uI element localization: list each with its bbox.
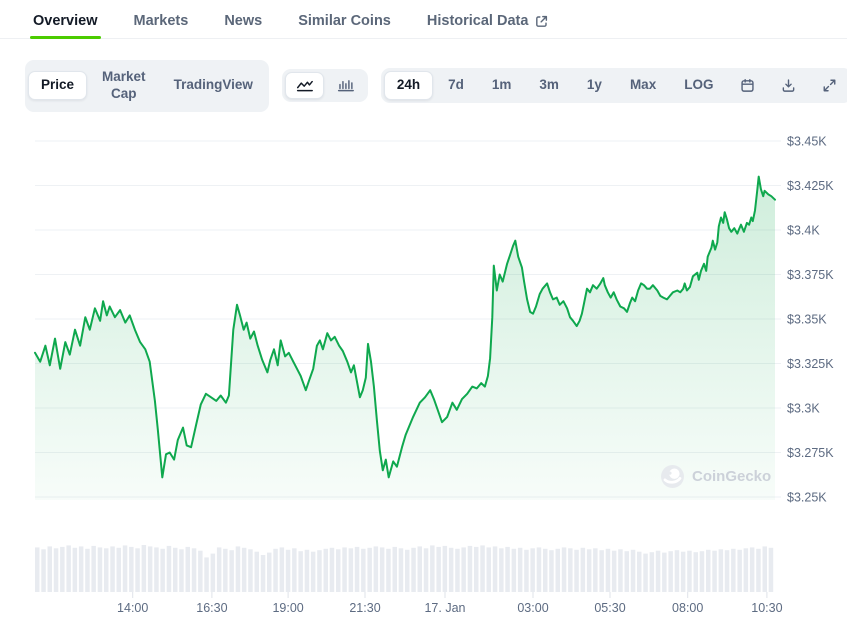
range-expand[interactable]: [810, 72, 847, 99]
tab-bar: Overview Markets News Similar Coins Historic…: [0, 0, 847, 39]
range-label: 24h: [396, 77, 421, 93]
metric-label: TradingView: [173, 77, 253, 93]
range-label: LOG: [684, 77, 714, 93]
range-label: Max: [629, 77, 657, 93]
metric-label: Price: [41, 77, 75, 93]
svg-text:16:30: 16:30: [196, 601, 227, 615]
tab-label: Markets: [133, 13, 189, 29]
range-24h[interactable]: 24h: [383, 71, 434, 101]
svg-text:$3.45K: $3.45K: [787, 135, 827, 149]
expand-icon: [821, 78, 838, 93]
coingecko-watermark: CoinGecko: [660, 464, 771, 489]
metric-label: Market Cap: [102, 69, 146, 101]
svg-text:$3.35K: $3.35K: [787, 313, 827, 327]
svg-text:$3.325K: $3.325K: [787, 357, 834, 371]
chart-type-bar-chart[interactable]: [326, 72, 365, 99]
svg-text:$3.375K: $3.375K: [787, 268, 834, 282]
download-icon: [780, 78, 797, 93]
tab-similar-coins[interactable]: Similar Coins: [295, 11, 394, 38]
svg-text:05:30: 05:30: [594, 601, 625, 615]
tab-label: Similar Coins: [298, 13, 391, 29]
chart-type-toggle-group: [281, 69, 368, 103]
svg-text:$3.275K: $3.275K: [787, 446, 834, 460]
svg-text:21:30: 21:30: [349, 601, 380, 615]
range-3m[interactable]: 3m: [526, 71, 572, 100]
bar-chart-icon: [337, 78, 354, 93]
range-calendar[interactable]: [728, 72, 767, 99]
tab-historical-data[interactable]: Historical Data: [424, 11, 553, 38]
svg-text:14:00: 14:00: [117, 601, 148, 615]
metric-tradingview[interactable]: TradingView: [161, 71, 266, 100]
svg-text:10:30: 10:30: [751, 601, 782, 615]
range-7d[interactable]: 7d: [435, 71, 477, 100]
range-1y[interactable]: 1y: [574, 71, 615, 100]
chart-type-line-chart[interactable]: [284, 72, 324, 100]
range-label: 1m: [491, 77, 512, 93]
calendar-icon: [739, 78, 756, 93]
tab-label: Historical Data: [426, 13, 529, 29]
chart-toolbar: Price Market Cap TradingView 24h 7d 1m 3m 1y Ma…: [25, 60, 847, 112]
range-1m[interactable]: 1m: [479, 71, 525, 100]
external-link-icon: [534, 14, 549, 29]
tab-label: News: [224, 13, 263, 29]
coingecko-logo-icon: [660, 464, 685, 489]
svg-text:$3.4K: $3.4K: [787, 224, 820, 238]
range-download[interactable]: [769, 72, 808, 99]
metric-price[interactable]: Price: [28, 71, 88, 101]
svg-text:$3.3K: $3.3K: [787, 402, 820, 416]
svg-text:19:00: 19:00: [272, 601, 303, 615]
range-label: 1y: [586, 77, 602, 93]
tab-news[interactable]: News: [221, 11, 265, 38]
line-chart-icon: [296, 78, 313, 93]
tab-label: Overview: [33, 13, 98, 29]
metric-market-cap[interactable]: Market Cap: [89, 63, 159, 109]
tab-overview[interactable]: Overview: [30, 11, 101, 39]
tab-markets[interactable]: Markets: [131, 11, 192, 38]
svg-text:17. Jan: 17. Jan: [424, 601, 465, 615]
metric-toggle-group: Price Market Cap TradingView: [25, 60, 269, 112]
range-label: 3m: [539, 77, 559, 93]
svg-text:03:00: 03:00: [517, 601, 548, 615]
coingecko-watermark-text: CoinGecko: [692, 468, 772, 485]
range-max[interactable]: Max: [617, 71, 669, 100]
range-log[interactable]: LOG: [671, 71, 726, 100]
svg-text:08:00: 08:00: [672, 601, 703, 615]
svg-text:$3.25K: $3.25K: [787, 491, 827, 505]
range-label: 7d: [448, 77, 464, 93]
svg-text:$3.425K: $3.425K: [787, 179, 834, 193]
time-range-group: 24h 7d 1m 3m 1y Max LOG: [380, 68, 847, 104]
